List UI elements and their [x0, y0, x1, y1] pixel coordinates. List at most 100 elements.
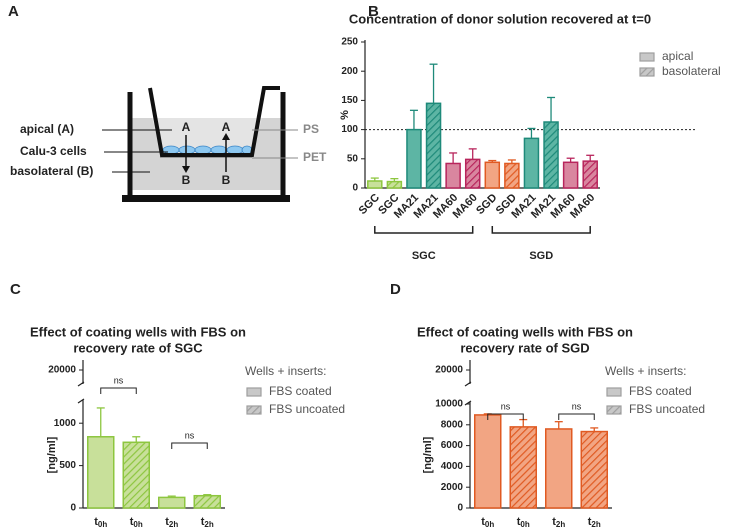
chart-title: Effect of coating wells with FBS on [30, 324, 246, 339]
bar [523, 137, 540, 189]
significance-label: ns [501, 401, 511, 411]
x-tick-label: t0h [130, 516, 143, 529]
x-tick-label: t2h [165, 516, 178, 529]
arrow-label: A [182, 120, 191, 134]
y-axis-label: % [339, 110, 351, 120]
transwell-diagram: A A B A B apical (A) Calu-3 cells basola… [8, 3, 327, 202]
bar [580, 430, 608, 509]
axis-break [77, 398, 85, 404]
axis-break [464, 381, 472, 387]
legend-swatch [639, 52, 655, 62]
axis-break [77, 381, 85, 387]
insert [148, 86, 280, 157]
significance-label: ns [114, 375, 124, 385]
legend-label: FBS uncoated [269, 402, 345, 416]
bar [445, 162, 461, 189]
legend-label: FBS coated [269, 384, 332, 398]
panel-label: C [10, 281, 21, 298]
group-label: SGD [529, 250, 553, 262]
left-label: basolateral (B) [10, 164, 93, 178]
right-label: PET [303, 150, 327, 164]
y-tick-label: 20000 [435, 365, 463, 376]
bar [158, 496, 186, 509]
legend-label: FBS uncoated [629, 402, 705, 416]
bar [193, 494, 221, 509]
y-tick-label: 2000 [441, 482, 464, 493]
legend-label: FBS coated [629, 384, 692, 398]
group-label: SGC [412, 250, 436, 262]
bar [562, 161, 579, 189]
bar [582, 160, 598, 189]
bar [474, 414, 502, 509]
y-tick-label: 1000 [54, 418, 77, 429]
x-tick-label: t0h [94, 516, 107, 529]
left-label: apical (A) [20, 122, 74, 136]
legend-label: basolateral [662, 64, 721, 78]
panel-label: B [368, 3, 379, 20]
arrow-label: A [222, 120, 231, 134]
x-tick-label: SGD [474, 192, 499, 217]
chart-title: Concentration of donor solution recovere… [349, 11, 651, 26]
bar [406, 128, 422, 189]
panel-label: A [8, 3, 19, 20]
group-bracket [374, 226, 474, 234]
bar [425, 102, 442, 189]
y-tick-label: 50 [347, 153, 359, 164]
legend-swatch [606, 405, 622, 415]
bar [386, 180, 403, 189]
left-label: Calu-3 cells [20, 144, 87, 158]
legend-label: apical [662, 49, 693, 63]
chart-title: recovery rate of SGC [73, 340, 203, 355]
y-tick-label: 10000 [435, 399, 463, 410]
x-tick-label: t0h [517, 516, 530, 529]
significance-label: ns [572, 401, 582, 411]
y-tick-label: 100 [341, 124, 358, 135]
significance-bracket [100, 387, 137, 394]
group-bracket [491, 226, 591, 234]
legend-swatch [246, 405, 262, 415]
bar [504, 162, 520, 189]
arrow-label: B [182, 173, 191, 187]
x-tick-label: t2h [588, 516, 601, 529]
legend-title: Wells + inserts: [245, 364, 326, 378]
y-tick-label: 4000 [441, 461, 464, 472]
chart-title: recovery rate of SGD [460, 340, 589, 355]
y-tick-label: 200 [341, 66, 358, 77]
x-tick-label: t2h [552, 516, 565, 529]
significance-bracket [558, 413, 595, 420]
y-tick-label: 0 [352, 183, 358, 194]
bar [367, 180, 383, 189]
y-tick-label: 250 [341, 37, 358, 48]
bar [87, 436, 115, 509]
plate-base [122, 195, 290, 202]
bar [545, 428, 573, 509]
bar [543, 121, 559, 189]
chart-title: Effect of coating wells with FBS on [417, 324, 633, 339]
legend-swatch [606, 387, 622, 397]
legend-swatch [246, 387, 262, 397]
y-tick-label: 500 [59, 460, 76, 471]
legend-title: Wells + inserts: [605, 364, 686, 378]
y-tick-label: 0 [457, 503, 463, 514]
significance-bracket [487, 413, 524, 420]
y-tick-label: 0 [70, 503, 76, 514]
cells [162, 145, 253, 155]
y-tick-label: 6000 [441, 440, 464, 451]
x-tick-label: t2h [201, 516, 214, 529]
right-label: PS [303, 122, 319, 136]
x-tick-label: t0h [481, 516, 494, 529]
y-tick-label: 20000 [48, 365, 76, 376]
significance-bracket [171, 442, 208, 449]
y-tick-label: 8000 [441, 419, 464, 430]
arrow-head [222, 133, 230, 140]
panel-label: D [390, 281, 401, 298]
significance-label: ns [185, 430, 195, 440]
y-tick-label: 150 [341, 95, 358, 106]
bar [122, 441, 150, 509]
arrow-label: B [222, 173, 231, 187]
x-tick-label: SGC [357, 192, 382, 217]
legend-swatch [639, 67, 655, 77]
bar [464, 158, 481, 189]
bar [484, 161, 501, 189]
